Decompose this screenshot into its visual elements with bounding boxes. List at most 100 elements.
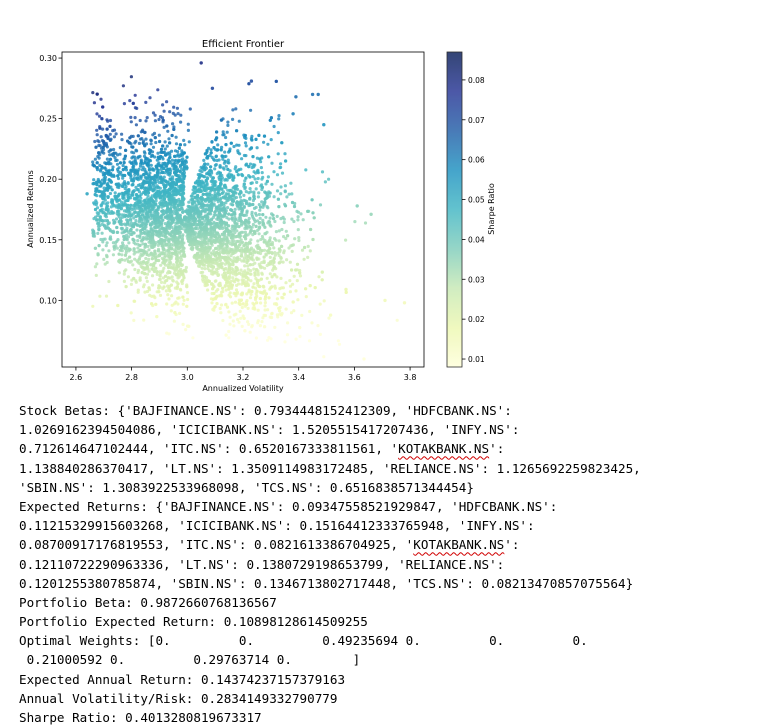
scatter-point [134,214,138,218]
scatter-point [234,165,238,169]
scatter-point [243,264,247,268]
scatter-point [278,309,282,313]
scatter-point [226,158,230,162]
scatter-point [259,301,263,305]
scatter-point [95,161,99,165]
scatter-point [163,222,167,226]
scatter-point [141,235,145,240]
scatter-point [232,324,236,328]
scatter-point [147,257,151,261]
scatter-point [117,192,121,196]
scatter-point [151,145,156,149]
scatter-point [156,247,161,251]
scatter-point [222,246,226,250]
scatter-point [283,184,287,188]
scatter-point [123,258,127,262]
scatter-point [280,171,285,175]
scatter-point [270,275,274,279]
scatter-point [253,271,257,275]
scatter-point [219,311,223,315]
scatter-point [166,284,170,288]
scatter-point [275,214,279,218]
scatter-point [145,252,149,257]
scatter-point [135,234,139,238]
scatter-point [245,299,249,303]
scatter-point [138,183,142,187]
scatter-point [232,256,236,260]
scatter-point [97,189,101,193]
scatter-point [185,291,190,295]
scatter-point [223,150,227,154]
scatter-point [154,241,158,245]
scatter-point [249,238,253,242]
scatter-point [284,159,288,163]
scatter-point [284,229,288,233]
scatter-point [243,230,247,234]
scatter-point [120,191,124,195]
scatter-point [283,202,287,206]
scatter-point [242,133,246,137]
scatter-point [278,305,282,310]
scatter-point [131,237,135,241]
scatter-point [143,242,147,246]
scatter-point [270,212,274,216]
scatter-point [135,228,139,232]
scatter-point [251,285,255,289]
scatter-point [255,301,259,305]
scatter-point [150,257,154,261]
scatter-point [111,241,115,245]
scatter-point [221,190,225,194]
scatter-point [249,292,253,296]
scatter-point [255,180,259,184]
scatter-point [165,144,169,148]
scatter-point [251,301,255,305]
chart-title: Efficient Frontier [202,39,285,50]
scatter-point [251,175,255,179]
scatter-point [227,212,231,216]
scatter-point [131,263,135,267]
scatter-point [284,307,288,311]
scatter-point [282,249,286,253]
scatter-point [268,223,272,227]
scatter-point [178,261,182,265]
scatter-point [164,289,168,293]
scatter-point [273,253,277,257]
scatter-point [176,153,180,157]
scatter-point [122,272,126,276]
scatter-point [238,189,243,193]
scatter-point [212,146,216,150]
scatter-point [237,298,241,302]
scatter-point [236,255,240,259]
scatter-point [155,272,159,276]
scatter-point [212,220,216,224]
scatter-point [178,143,182,147]
scatter-point [206,267,210,271]
scatter-point [95,211,99,215]
scatter-point [291,300,295,304]
scatter-point [221,133,225,137]
scatter-point [255,219,260,223]
scatter-point [95,218,99,222]
scatter-point [177,296,181,300]
scatter-point [165,278,169,282]
scatter-point [205,192,209,196]
scatter-point [221,286,225,290]
scatter-point [161,276,165,280]
scatter-point [143,271,147,276]
scatter-point [353,220,357,224]
scatter-point [150,302,154,306]
scatter-point [261,218,265,222]
scatter-point [260,200,264,204]
scatter-point [207,146,211,150]
scatter-point [210,269,214,273]
scatter-point [244,176,248,180]
scatter-point [266,308,270,312]
scatter-point [316,324,320,328]
scatter-point [208,168,212,172]
scatter-point [268,315,272,319]
scatter-point [215,136,219,140]
scatter-point [284,281,288,285]
scatter-point [257,191,261,195]
scatter-point [221,130,225,134]
scatter-point [99,237,103,242]
